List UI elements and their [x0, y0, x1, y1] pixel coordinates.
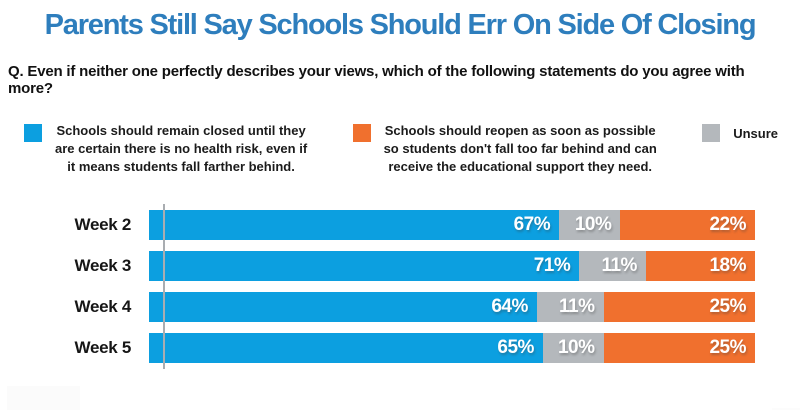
orange-swatch-icon [352, 124, 371, 143]
value-label: 25% [709, 296, 746, 318]
legend-item-reopen: Schools should reopen as soon as possibl… [352, 122, 657, 176]
value-label: 10% [574, 214, 612, 236]
chart-row: Week 4 64% 11% 25% [0, 292, 755, 323]
bar-segment-reopen: 22% [620, 210, 756, 241]
stacked-bar: 71% 11% 18% [149, 251, 755, 282]
bar-segment-reopen: 18% [645, 251, 755, 282]
bar-segment-unsure: 10% [559, 210, 621, 241]
watermark-box-left [7, 386, 80, 410]
category-label: Week 4 [74, 297, 132, 317]
chart-row: Week 5 65% 10% 25% [0, 333, 755, 364]
value-label: 67% [513, 214, 551, 236]
bar-segment-unsure: 10% [542, 333, 604, 364]
chart-row: Week 3 71% 11% 18% [0, 251, 755, 282]
value-label: 25% [709, 337, 746, 359]
chart-row: Week 2 67% 10% 22% [0, 210, 756, 241]
survey-question: Q. Even if neither one perfectly describ… [8, 63, 745, 98]
watermark-box-right [772, 408, 800, 410]
category-label: Week 3 [74, 256, 132, 276]
infographic: Parents Still Say Schools Should Err On … [0, 9, 800, 410]
chart-rows: Week 2 67% 10% 22% Week 3 71% 11% 18% Week 4 64% 1… [0, 210, 756, 364]
value-label: 10% [557, 337, 595, 359]
blue-swatch-icon [24, 124, 42, 143]
value-label: 11% [601, 255, 637, 277]
value-label: 65% [497, 337, 534, 359]
page-title: Parents Still Say Schools Should Err On … [44, 9, 757, 41]
category-label: Week 2 [74, 215, 132, 235]
bar-segment-reopen: 25% [603, 333, 755, 364]
stacked-bar: 67% 10% 22% [149, 210, 756, 241]
category-label: Week 5 [74, 338, 132, 358]
stacked-bar: 65% 10% 25% [149, 333, 755, 364]
legend-item-unsure: Unsure [702, 122, 778, 143]
legend-label-unsure: Unsure [733, 126, 778, 142]
bar-segment-closed: 67% [149, 210, 560, 241]
value-label: 71% [533, 255, 571, 277]
bar-segment-closed: 71% [149, 251, 580, 282]
y-axis-line [163, 204, 165, 370]
legend-label-reopen: Schools should reopen as soon as possibl… [383, 123, 657, 175]
bar-segment-closed: 64% [149, 292, 537, 323]
legend-label-closed: Schools should remain closed until they … [55, 123, 308, 175]
value-label: 64% [491, 296, 528, 318]
bar-segment-closed: 65% [149, 333, 543, 364]
gray-swatch-icon [702, 124, 721, 143]
stacked-bar-chart: Week 2 67% 10% 22% Week 3 71% 11% 18% Week 4 64% 1… [0, 204, 756, 370]
bar-segment-unsure: 11% [579, 251, 646, 282]
value-label: 11% [559, 296, 595, 318]
bar-segment-unsure: 11% [536, 292, 604, 323]
legend: Schools should remain closed until they … [24, 122, 778, 176]
value-label: 22% [709, 214, 747, 236]
bar-segment-reopen: 25% [603, 292, 755, 323]
stacked-bar: 64% 11% 25% [149, 292, 755, 323]
legend-item-closed: Schools should remain closed until they … [24, 122, 307, 176]
value-label: 18% [709, 255, 746, 277]
